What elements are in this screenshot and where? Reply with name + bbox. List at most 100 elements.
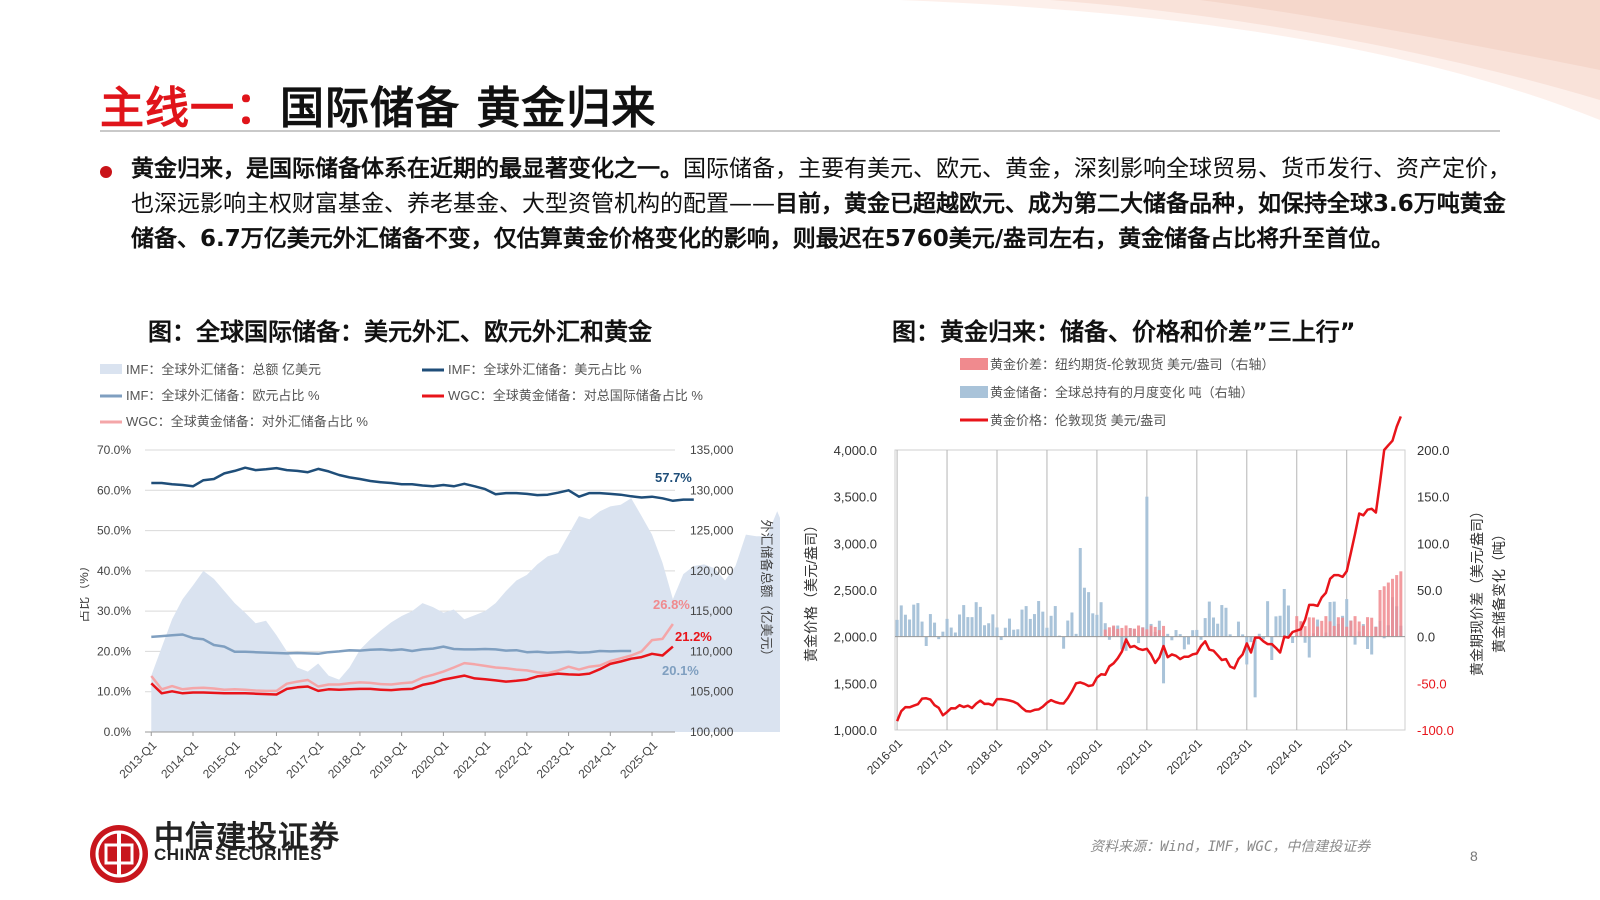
chart2-reserve-bar [1007,618,1011,637]
chart2-reserve-bar [1162,636,1166,684]
chart1-legend: IMF：全球外汇储备：总额 亿美元 IMF：全球外汇储备：美元占比 % IMF：… [100,362,703,429]
chart2-reserve-bar [991,614,995,637]
chart2-reserve-bar [1057,635,1061,637]
chart2-spread-bar [1366,617,1370,637]
chart2-spread-bar [1311,617,1315,637]
chart2-reserve-bar [1166,633,1170,637]
chart2-reserve-bar [1366,636,1370,650]
chart2-reserve-bar [1070,612,1074,637]
chart2-reserve-bar [933,622,937,637]
chart2-reserve-bar [1062,636,1066,649]
chart1-xtick-label: 2023-Q1 [534,738,577,781]
chart2-reserve-bar [1045,627,1049,637]
chart1-total-reserves-area [151,498,780,732]
chart2-spread-bar [1112,625,1116,637]
chart2-legend: 黄金价差：纽约期货-伦敦现货 美元/盎司（右轴） 黄金储备：全球总持有的月度变化… [960,357,1275,428]
chart2-spread-bar [1349,620,1353,637]
chart1-gold-fx-share-line [150,623,674,693]
chart2-reserve-bar [1137,636,1141,644]
chart1-end-label-eur: 20.1% [662,663,699,678]
chart1-yaxis-left-title: 占比（%） [80,559,91,623]
chart2-reserve-bar [1253,636,1257,698]
chart2-reserve-bar [1278,615,1282,637]
chart2-reserve-bar [1020,609,1024,637]
chart2-spread-bar [1399,571,1403,637]
chart2-xtick-label: 2016-01 [864,736,905,777]
chart2-reserve-bar [1370,636,1374,655]
chart2-spread-bar [1153,626,1157,637]
chart2-spread-bar [1162,625,1166,637]
chart2-reserve-bar [1228,634,1232,637]
chart1-xtick-label: 2014-Q1 [158,738,201,781]
page-title-black: 国际储备 黄金归来 [280,83,657,134]
chart2-reserve-bar [908,619,912,637]
legend-swatch-reserve [960,386,988,398]
chart2-spread-bar [1120,627,1124,637]
chart2-spread-bar [1353,616,1357,637]
chart1-xtick-label: 2018-Q1 [325,738,368,781]
chart1-usd-share-line [151,466,694,503]
chart2-reserve-bar [1195,629,1199,637]
chart2-reserve-bar [1211,617,1215,637]
chart2-reserve-bar [899,605,903,637]
chart2-spread-bar [1128,628,1132,637]
chart2-ytick-right: -100.0 [1417,723,1454,738]
chart2-ytick-left: 3,500.0 [834,490,877,505]
chart2-reserve-bar [1037,601,1041,637]
legend-label-usd: IMF：全球外汇储备：美元占比 % [448,362,642,377]
chart2-spread-bar [1124,625,1128,637]
chart2-reserve-bar [1095,614,1099,637]
chart2-reserve-bar [916,603,920,637]
chart2-reserve-bar [970,617,974,637]
chart1-end-label-gold-fx: 26.8% [653,597,690,612]
chart2-spread-bar [1307,617,1311,637]
chart2-spread-bar [1141,627,1145,637]
chart2-reserve-bar [1332,601,1336,637]
chart2-reserve-bar [1191,630,1195,637]
chart1-ytick-right: 100,000 [690,725,734,739]
chart2-reserve-bar [1266,601,1270,637]
chart2-spread-bar [1295,616,1299,637]
chart1-reserves: IMF：全球外汇储备：总额 亿美元 IMF：全球外汇储备：美元占比 % IMF：… [80,362,780,781]
chart1-xtick-label: 2022-Q1 [492,738,535,781]
chart2-bars [895,496,1405,698]
chart2-reserve-bar [1207,601,1211,637]
chart2-spread-bar [1324,616,1328,637]
page-number: 8 [1470,848,1478,864]
chart2-reserve-bar [999,636,1003,641]
chart1-ytick-right: 135,000 [690,443,734,457]
chart2-plot-frame [894,449,1406,731]
chart2-reserve-bar [1291,636,1295,643]
chart1-ytick-left: 70.0% [97,443,131,457]
chart2-reserve-bar [1382,636,1386,639]
chart2-spread-bar [1116,628,1120,637]
chart2-reserve-bar [1091,613,1095,637]
logo-english: CHINA SECURITIES [154,845,322,864]
chart2-ytick-left: 4,000.0 [834,443,877,458]
chart2-reserve-bar [1249,636,1253,643]
chart2-yaxis-right-title-2: 黄金储备变化（吨） [1491,527,1507,653]
chart2-spread-bar [1103,629,1107,637]
chart1-xtick-label: 2019-Q1 [367,738,410,781]
chart2-reserve-bar [1274,616,1278,637]
summary-paragraph: 黄金归来，是国际储备体系在近期的最显著变化之一。国际储备，主要有美元、欧元、黄金… [131,152,1511,257]
chart2-ytick-right: -50.0 [1417,676,1447,691]
chart1-xtick-label: 2016-Q1 [242,738,285,781]
chart2-reserve-bar [1124,636,1128,651]
chart2-spread-bar [1328,621,1332,637]
chart2-reserve-bar [1174,630,1178,637]
logo-chinese: 中信建投证券 [154,820,340,855]
chart2-reserve-bar [1157,620,1161,637]
chart1-end-labels: 57.7% 26.8% 21.2% 20.1% [653,470,712,678]
chart2-ytick-left: 1,000.0 [834,723,877,738]
chart2-spread-bar [1382,586,1386,637]
chart2-spread-bar [1332,625,1336,637]
chart2-reserve-bar [1353,636,1357,645]
title-divider [100,130,1500,132]
chart2-price-line [895,415,1402,722]
legend-label-spread: 黄金价差：纽约期货-伦敦现货 美元/盎司（右轴） [990,357,1275,372]
chart2-xtick-label: 2022-01 [1164,736,1205,777]
chart2-xtick-label: 2024-01 [1264,736,1305,777]
chart2-reserve-bar [966,617,970,637]
chart1-xtick-label: 2020-Q1 [409,738,452,781]
